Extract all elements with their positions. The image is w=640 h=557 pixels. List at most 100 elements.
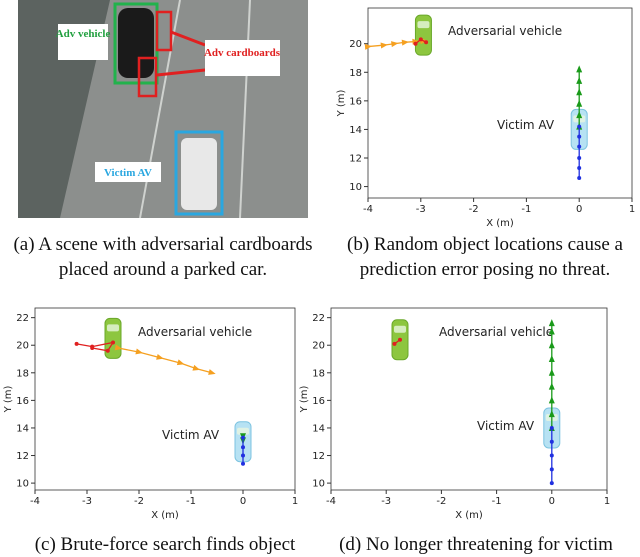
car-window (237, 427, 249, 435)
annotation: Adversarial vehicle (138, 325, 252, 339)
victim-car (181, 138, 217, 210)
point (576, 88, 583, 96)
caption: (a) A scene with adversarial cardboards … (13, 234, 313, 280)
point (364, 43, 372, 50)
annotation: Victim AV (162, 428, 220, 442)
point (392, 341, 397, 346)
arrow (170, 30, 206, 47)
y-tick-label: 14 (16, 423, 29, 434)
point (241, 453, 245, 458)
point (241, 445, 245, 450)
x-tick-label: -2 (134, 496, 144, 507)
y-tick-label: 18 (16, 368, 29, 379)
point (577, 134, 582, 139)
y-tick-label: 12 (16, 451, 29, 462)
x-tick-label: -1 (186, 496, 196, 507)
x-tick-label: -2 (436, 496, 446, 507)
image-label: Victim AV (104, 167, 152, 179)
point (549, 453, 554, 458)
point (105, 348, 110, 353)
point (398, 337, 402, 342)
arrow (156, 68, 206, 77)
x-tick-label: -4 (30, 496, 40, 507)
label-bg (205, 40, 280, 76)
point (577, 124, 582, 129)
y-tick-label: 12 (312, 451, 325, 462)
x-axis-label: X (m) (455, 510, 483, 521)
image-label: Adv cardboards (204, 47, 281, 59)
point (241, 435, 245, 440)
point (111, 340, 115, 345)
car-window (394, 325, 406, 333)
y-tick-label: 20 (349, 39, 362, 50)
plot-frame (367, 7, 633, 199)
point (176, 359, 185, 366)
point (577, 166, 582, 170)
y-tick-label: 18 (349, 68, 362, 79)
point (577, 144, 582, 149)
x-tick-label: -3 (381, 496, 391, 507)
point (380, 42, 388, 49)
x-tick-label: -3 (416, 204, 426, 215)
parked-car (118, 8, 154, 78)
point (548, 368, 555, 376)
y-tick-label: 16 (16, 396, 29, 407)
plot-frame (330, 307, 608, 491)
y-tick-label: 14 (312, 423, 325, 434)
cardboard-box (155, 10, 173, 52)
point (549, 425, 554, 430)
point (208, 369, 216, 375)
annotation: Adversarial vehicle (439, 325, 553, 339)
lane-line (239, 0, 251, 219)
x-tick-label: 1 (629, 204, 635, 215)
annotation: Victim AV (477, 419, 535, 433)
point (577, 156, 582, 160)
point (90, 345, 95, 350)
point (548, 410, 555, 418)
label-bg (58, 24, 108, 60)
point (576, 99, 583, 107)
caption: (d) No longer threatening for victim (339, 534, 613, 555)
y-tick-label: 20 (16, 341, 29, 352)
x-axis-label: X (m) (151, 510, 179, 521)
x-axis-label: X (m) (486, 218, 514, 229)
victim-box (174, 130, 224, 216)
x-tick-label: -3 (82, 496, 92, 507)
y-axis-label: Y (m) (299, 385, 310, 413)
annotation: Adversarial vehicle (448, 24, 562, 38)
point (549, 481, 554, 486)
point (135, 348, 143, 355)
point (391, 41, 399, 48)
y-axis-label: Y (m) (336, 89, 347, 117)
point (576, 111, 583, 119)
image-label: Adv vehicle (56, 28, 111, 40)
x-tick-label: -1 (521, 204, 531, 215)
car-window (107, 324, 119, 332)
point (74, 341, 79, 346)
car-window (417, 21, 430, 29)
y-tick-label: 10 (349, 182, 362, 193)
x-tick-label: 0 (549, 496, 555, 507)
x-tick-label: -4 (326, 496, 336, 507)
y-tick-label: 10 (312, 479, 325, 490)
point (549, 467, 554, 472)
y-tick-label: 10 (16, 479, 29, 490)
point (576, 65, 583, 73)
point (548, 355, 555, 363)
point (156, 353, 164, 360)
point (548, 396, 555, 404)
plot-frame (34, 307, 296, 491)
annotation: Victim AV (497, 118, 555, 132)
point (548, 327, 555, 335)
chart: -4 -3 -2 -1 0 1 10 12 14 16 18 20 22 X (m) Y (m) Advers… (3, 307, 298, 521)
x-tick-label: 0 (240, 496, 246, 507)
cardboard-box (137, 56, 158, 98)
y-tick-label: 14 (349, 125, 362, 136)
point (576, 76, 583, 84)
y-tick-label: 18 (312, 368, 325, 379)
y-tick-label: 16 (312, 396, 325, 407)
point (413, 41, 418, 46)
point (192, 364, 201, 371)
